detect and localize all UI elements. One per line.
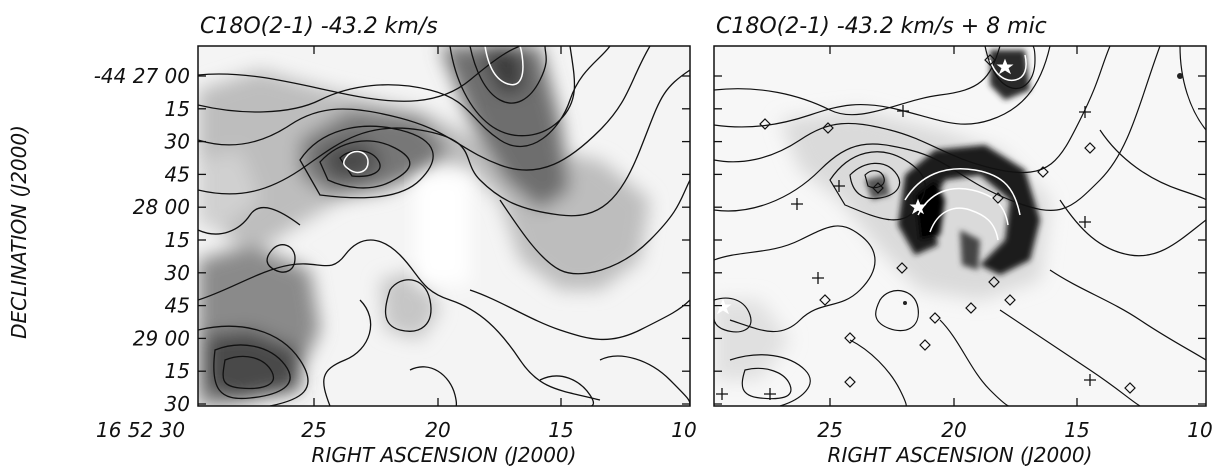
x-tick-label: 25: [301, 418, 326, 442]
y-tick-label: 15: [165, 228, 190, 252]
corner-label: 16 52 30: [96, 418, 185, 442]
x-tick-label: 10: [1187, 418, 1212, 442]
x-axis-label-right: RIGHT ASCENSION (J2000): [828, 443, 1093, 467]
x-tick-label: 15: [1064, 418, 1089, 442]
tick-marks: [198, 46, 1206, 406]
left-greyscale-map: [198, 46, 690, 406]
x-axis-right: 25 20 15 10 RIGHT ASCENSION (J2000): [817, 418, 1212, 467]
y-tick-label: 15: [165, 97, 190, 121]
y-tick-label: -44 27 00: [94, 64, 190, 88]
x-tick-labels-left: 25 20 15 10: [301, 418, 696, 442]
y-axis-label: DECLINATION (J2000): [7, 125, 31, 339]
y-tick-label: 45: [165, 294, 190, 318]
y-tick-label: 28 00: [133, 195, 190, 219]
x-tick-label: 15: [548, 418, 573, 442]
right-diamond-markers: [759, 54, 1136, 394]
left-contours: [198, 46, 690, 406]
x-tick-label: 25: [817, 418, 842, 442]
y-tick-label: 30: [165, 392, 190, 416]
y-tick-label: 29 00: [133, 326, 190, 350]
x-axis-left: 25 20 15 10 RIGHT ASCENSION (J2000): [301, 418, 696, 467]
y-tick-labels: -44 27 00 15 30 45 28 00 15 30 45 29 00 15 30: [94, 64, 190, 416]
left-panel-title: C18O(2-1) -43.2 km/s: [200, 14, 438, 39]
right-greyscale-map: [714, 46, 1206, 406]
left-panel: C18O(2-1) -43.2 km/s: [197, 14, 691, 407]
y-tick-label: 45: [165, 162, 190, 186]
right-cross-markers: [716, 105, 1096, 400]
right-white-contours: [904, 54, 1027, 241]
y-tick-label: 15: [165, 359, 190, 383]
right-contours: [714, 46, 1206, 406]
x-tick-label: 20: [425, 418, 450, 442]
x-tick-label: 20: [941, 418, 966, 442]
right-panel-title: C18O(2-1) -43.2 km/s + 8 mic: [716, 14, 1047, 39]
y-tick-label: 30: [165, 261, 190, 285]
y-tick-label: 30: [165, 130, 190, 154]
y-axis: DECLINATION (J2000) -44 27 00 15 30 45 28 00…: [7, 64, 190, 416]
right-panel: C18O(2-1) -43.2 km/s + 8 mic: [713, 14, 1207, 407]
x-tick-labels-right: 25 20 15 10: [817, 418, 1212, 442]
left-white-contours: [343, 46, 524, 174]
x-tick-label: 10: [671, 418, 696, 442]
x-axis-label-left: RIGHT ASCENSION (J2000): [312, 443, 577, 467]
